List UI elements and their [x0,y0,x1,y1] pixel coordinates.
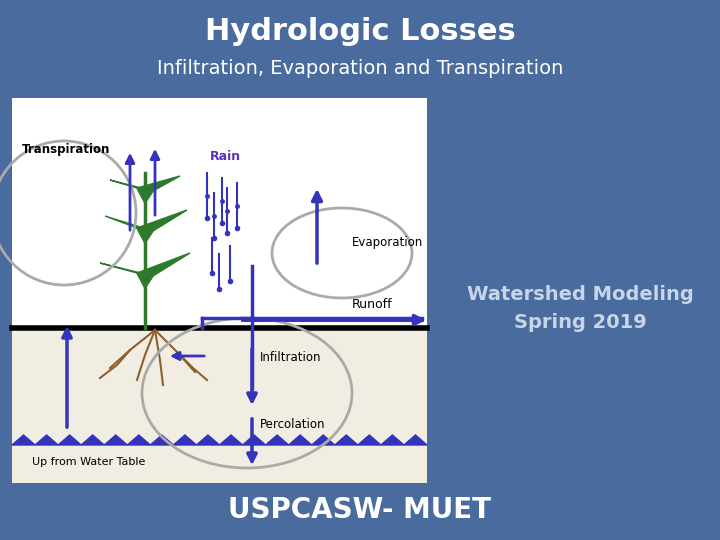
Bar [12,98,427,483]
Bar [12,328,427,483]
Polygon shape [100,263,153,288]
Polygon shape [35,435,58,445]
Polygon shape [104,435,127,445]
Polygon shape [220,435,243,445]
Text: Percolation: Percolation [260,418,325,431]
Text: Runoff: Runoff [352,298,392,311]
Polygon shape [174,435,197,445]
Text: Hydrologic Losses: Hydrologic Losses [204,17,516,46]
Polygon shape [381,435,404,445]
Polygon shape [137,210,187,243]
Text: Transpiration: Transpiration [22,143,110,156]
Polygon shape [197,435,220,445]
Polygon shape [12,435,35,445]
Polygon shape [127,435,150,445]
Text: Spring 2019: Spring 2019 [513,313,647,332]
Polygon shape [150,435,174,445]
Polygon shape [266,435,289,445]
Text: Infiltration, Evaporation and Transpiration: Infiltration, Evaporation and Transpirat… [157,58,563,78]
Text: Infiltration: Infiltration [260,351,322,364]
Text: Watershed Modeling: Watershed Modeling [467,286,693,305]
Polygon shape [137,176,180,203]
Polygon shape [243,435,266,445]
Polygon shape [358,435,381,445]
Polygon shape [335,435,358,445]
Polygon shape [81,435,104,445]
Polygon shape [58,435,81,445]
Polygon shape [137,253,190,288]
Polygon shape [105,216,153,243]
Text: Up from Water Table: Up from Water Table [32,457,145,467]
Polygon shape [289,435,312,445]
Text: Evaporation: Evaporation [352,236,423,249]
Polygon shape [312,435,335,445]
Polygon shape [404,435,427,445]
Text: Rain: Rain [210,150,241,163]
Polygon shape [110,180,153,203]
Text: USPCASW- MUET: USPCASW- MUET [228,496,492,524]
